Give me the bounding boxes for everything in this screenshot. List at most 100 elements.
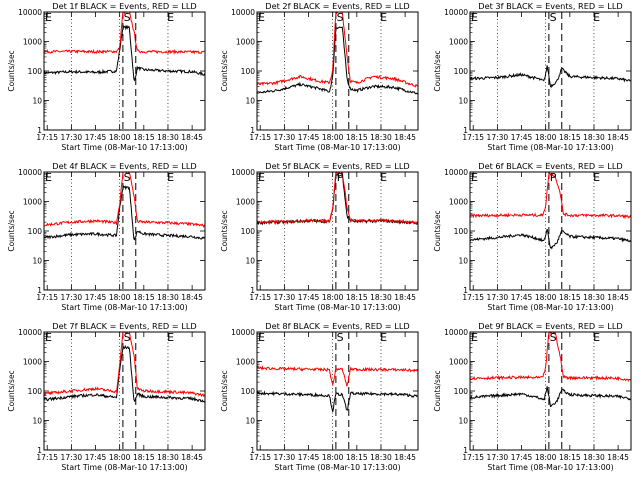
y-tick-label: 10 bbox=[458, 257, 468, 266]
x-axis-label: Start Time (08-Mar-10 17:13:00) bbox=[61, 463, 187, 472]
x-tick-label: 18:45 bbox=[394, 133, 416, 142]
chart-panel-1: Det 1f BLACK = Events, RED = LLD 1 10 100 10… bbox=[7, 1, 206, 152]
x-tick-label: 18:15 bbox=[559, 133, 581, 142]
x-tick-label: 18:00 bbox=[535, 293, 557, 302]
x-tick-label: 18:45 bbox=[607, 453, 629, 462]
y-tick-label: 10 bbox=[245, 257, 255, 266]
y-tick-label: 1000 bbox=[449, 358, 468, 367]
marker-label: P bbox=[337, 171, 344, 184]
plot-data bbox=[257, 365, 418, 413]
x-tick-label: 17:30 bbox=[274, 453, 296, 462]
chart-title: Det 6f BLACK = Events, RED = LLD bbox=[478, 161, 622, 171]
plot-data bbox=[470, 172, 631, 250]
x-tick-label: 17:15 bbox=[249, 133, 271, 142]
x-tick-label: 18:15 bbox=[133, 453, 155, 462]
chart-title: Det 9f BLACK = Events, RED = LLD bbox=[478, 321, 622, 331]
x-tick-label: 18:00 bbox=[535, 133, 557, 142]
marker-label: E bbox=[471, 11, 478, 24]
x-tick-label: 18:30 bbox=[370, 133, 392, 142]
x-tick-label: 17:30 bbox=[274, 293, 296, 302]
x-tick-label: 17:30 bbox=[487, 453, 509, 462]
x-axis-label: Start Time (08-Mar-10 17:13:00) bbox=[487, 143, 613, 152]
series-line-lld bbox=[470, 172, 631, 220]
x-tick-label: 18:15 bbox=[346, 133, 368, 142]
x-tick-label: 17:15 bbox=[36, 293, 58, 302]
x-tick-label: 17:45 bbox=[85, 453, 107, 462]
x-tick-label: 18:00 bbox=[322, 453, 344, 462]
x-axis-label: Start Time (08-Mar-10 17:13:00) bbox=[487, 303, 613, 312]
plot-frame bbox=[43, 331, 206, 451]
marker-label: S bbox=[124, 331, 131, 344]
x-tick-label: 18:15 bbox=[346, 453, 368, 462]
y-axis-label: Counts/sec bbox=[220, 370, 229, 411]
chart-panel-7: Det 7f BLACK = Events, RED = LLD 1 10 100 10… bbox=[7, 321, 206, 472]
y-tick-label: 100 bbox=[241, 227, 256, 236]
marker-label: S bbox=[124, 171, 131, 184]
plot-frame bbox=[256, 11, 419, 131]
y-tick-label: 1 bbox=[463, 286, 468, 295]
y-tick-label: 10 bbox=[32, 257, 42, 266]
x-tick-label: 18:30 bbox=[370, 293, 392, 302]
marker-label: S bbox=[550, 331, 557, 344]
y-tick-label: 100 bbox=[454, 227, 469, 236]
chart-title: Det 3f BLACK = Events, RED = LLD bbox=[478, 1, 622, 11]
y-tick-label: 10 bbox=[245, 417, 255, 426]
series-line-lld bbox=[257, 172, 418, 225]
x-axis-label: Start Time (08-Mar-10 17:13:00) bbox=[274, 143, 400, 152]
chart-panel-2: Det 2f BLACK = Events, RED = LLD 1 10 100 10… bbox=[220, 1, 419, 152]
x-tick-label: 18:15 bbox=[346, 293, 368, 302]
marker-label: E bbox=[45, 171, 52, 184]
marker-label: P bbox=[550, 171, 557, 184]
x-tick-label: 18:45 bbox=[607, 133, 629, 142]
y-tick-label: 10000 bbox=[444, 328, 468, 337]
series-line-lld bbox=[44, 12, 205, 55]
marker-label: E bbox=[593, 171, 600, 184]
chart-title: Det 2f BLACK = Events, RED = LLD bbox=[265, 1, 409, 11]
plot-frame bbox=[256, 331, 419, 451]
x-tick-label: 17:15 bbox=[249, 293, 271, 302]
y-tick-label: 1000 bbox=[23, 38, 42, 47]
x-tick-label: 18:00 bbox=[109, 133, 131, 142]
x-tick-label: 18:45 bbox=[181, 453, 203, 462]
marker-label: S bbox=[550, 11, 557, 24]
y-tick-label: 100 bbox=[28, 387, 43, 396]
marker-label: E bbox=[593, 331, 600, 344]
series-line-lld bbox=[257, 365, 418, 387]
x-tick-label: 18:00 bbox=[322, 293, 344, 302]
y-tick-label: 1 bbox=[250, 126, 255, 135]
y-tick-label: 100 bbox=[28, 227, 43, 236]
plot-frame bbox=[43, 11, 206, 131]
plot-frame bbox=[469, 331, 632, 451]
y-axis-label: Counts/sec bbox=[7, 210, 16, 251]
y-tick-label: 10 bbox=[458, 417, 468, 426]
y-tick-label: 1000 bbox=[236, 358, 255, 367]
y-tick-label: 1 bbox=[37, 446, 42, 455]
plot-frame bbox=[469, 11, 632, 131]
series-line-events bbox=[257, 26, 418, 95]
x-tick-label: 18:00 bbox=[322, 133, 344, 142]
series-line-lld bbox=[44, 332, 205, 398]
x-tick-label: 17:15 bbox=[36, 453, 58, 462]
marker-label: E bbox=[380, 11, 387, 24]
y-tick-label: 100 bbox=[241, 67, 256, 76]
marker-label: E bbox=[258, 331, 265, 344]
chart-panel-6: Det 6f BLACK = Events, RED = LLD 1 10 100 10… bbox=[433, 161, 632, 312]
y-axis-label: Counts/sec bbox=[433, 210, 442, 251]
series-line-events bbox=[257, 390, 418, 413]
x-tick-label: 18:45 bbox=[394, 293, 416, 302]
x-tick-label: 17:30 bbox=[487, 293, 509, 302]
x-tick-label: 18:30 bbox=[157, 133, 179, 142]
chart-panel-8: Det 8f BLACK = Events, RED = LLD 1 10 100 10… bbox=[220, 321, 419, 472]
x-tick-label: 18:30 bbox=[157, 453, 179, 462]
x-tick-label: 18:45 bbox=[607, 293, 629, 302]
x-tick-label: 18:45 bbox=[181, 133, 203, 142]
x-axis-label: Start Time (08-Mar-10 17:13:00) bbox=[61, 143, 187, 152]
x-tick-label: 18:30 bbox=[157, 293, 179, 302]
series-line-events bbox=[470, 65, 631, 88]
y-tick-label: 100 bbox=[28, 67, 43, 76]
x-tick-label: 17:30 bbox=[274, 133, 296, 142]
x-tick-label: 18:15 bbox=[559, 453, 581, 462]
series-line-events bbox=[44, 344, 205, 403]
y-tick-label: 10 bbox=[32, 417, 42, 426]
